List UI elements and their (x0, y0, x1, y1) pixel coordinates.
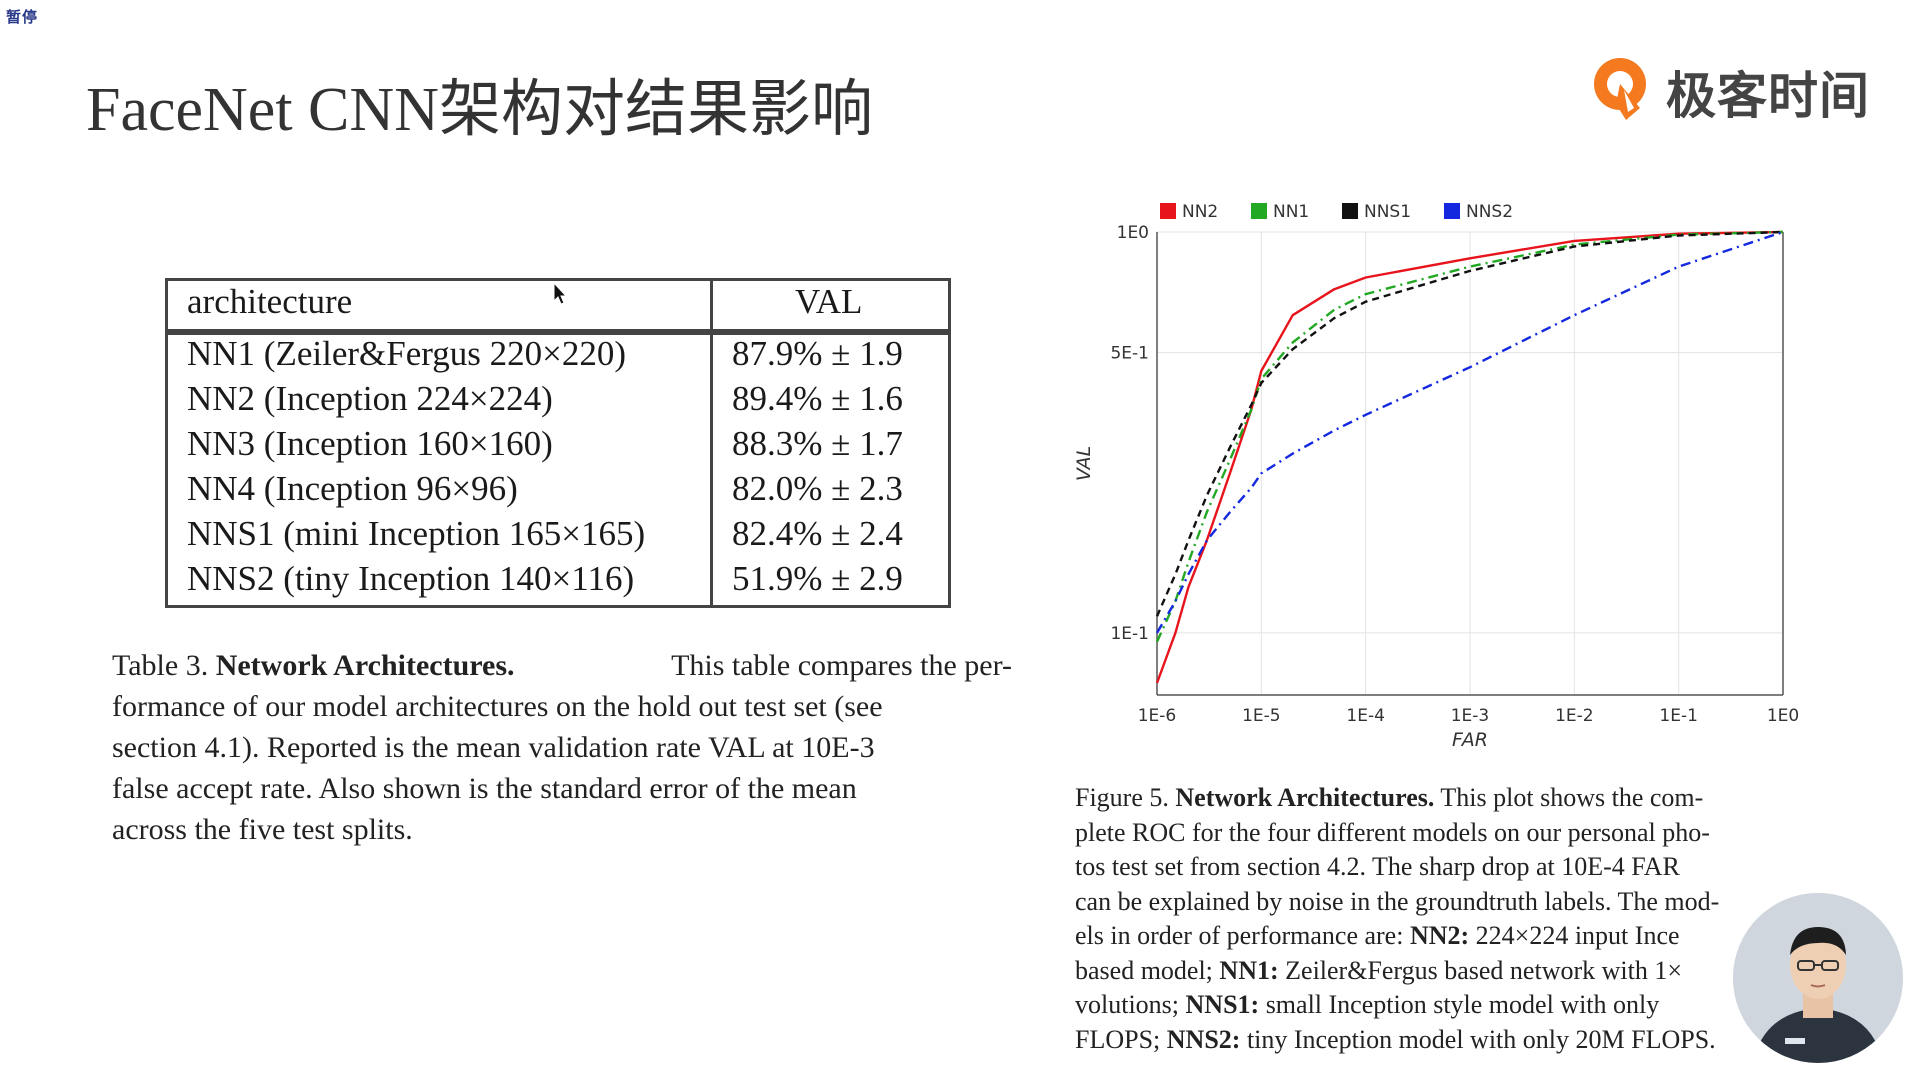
x-tick-label: 1E-4 (1346, 706, 1385, 726)
x-tick-label: 1E0 (1767, 706, 1799, 726)
status-badge: 暂停 (6, 8, 39, 26)
caption-bold: Network Architectures. (215, 649, 515, 682)
table-caption-line: formance of our model architectures on t… (112, 690, 883, 723)
caption-text: Zeiler&Fergus based network with 1× (1285, 955, 1683, 985)
figure-caption-line: based model; NN1: Zeiler&Fergus based ne… (1075, 954, 1810, 989)
legend-swatch-nn1 (1251, 203, 1267, 219)
x-tick-label: 1E-5 (1242, 706, 1281, 726)
y-axis-label: VAL (1073, 446, 1095, 481)
table-body-frame (165, 332, 951, 608)
table-caption-line: Table 3. Network Architectures. This tab… (112, 645, 1012, 686)
table-cell-architecture: NN1 (Zeiler&Fergus 220×220) (187, 334, 627, 373)
x-tick-label: 1E-2 (1555, 706, 1594, 726)
caption-text: tiny Inception model with only 20M FLOPS… (1246, 1024, 1716, 1054)
table-cell-val: 89.4% ± 1.6 (732, 379, 903, 418)
caption-bold: Network Architectures. (1175, 783, 1435, 812)
table-column-divider (710, 278, 713, 608)
logo-icon (1594, 58, 1646, 120)
y-tick-label: 5E-1 (1110, 344, 1149, 364)
caption-bold: NN2: (1409, 921, 1470, 950)
x-axis-label: FAR (1452, 729, 1488, 751)
caption-text: FLOPS; (1075, 1024, 1161, 1054)
caption-text: volutions; (1075, 990, 1180, 1019)
table-cell-architecture: NN3 (Inception 160×160) (187, 424, 553, 463)
legend-label-nn2: NN2 (1182, 202, 1218, 222)
caption-prefix: Figure 5. (1075, 783, 1169, 812)
figure-caption-line: tos test set from section 4.2. The sharp… (1075, 852, 1680, 881)
series-line-nns1 (1155, 230, 1784, 617)
table-caption-line: section 4.1). Reported is the mean valid… (112, 731, 875, 764)
figure-caption-line: FLOPS; NNS2: tiny Inception model with o… (1075, 1023, 1810, 1058)
x-tick-label: 1E-1 (1659, 706, 1698, 726)
table-header-val: VAL (795, 282, 863, 321)
table-cell-architecture: NN2 (Inception 224×224) (187, 379, 553, 418)
figure-caption-line: volutions; NNS1: small Inception style m… (1075, 988, 1810, 1023)
caption-prefix: Table 3. (112, 649, 209, 682)
table-cell-val: 82.4% ± 2.4 (732, 514, 903, 553)
table-cell-val: 87.9% ± 1.9 (732, 334, 903, 373)
legend-label-nns1: NNS1 (1364, 202, 1411, 222)
caption-text: 224×224 input Ince (1475, 921, 1680, 950)
roc-chart: 1E-6 1E-5 1E-4 1E-3 1E-2 1E-1 1E0 1E0 5E-1 1E-1 FA… (1073, 202, 1799, 751)
geekbang-logo: 极客时间 (1588, 50, 1888, 125)
slide-title: FaceNet CNN架构对结果影响 (86, 76, 873, 144)
caption-bold: NN1: (1219, 955, 1279, 985)
presenter-webcam (1733, 893, 1903, 1063)
table-caption-line: across the five test splits. (112, 813, 413, 846)
caption-text: This table compares the per- (671, 649, 1012, 682)
legend-swatch-nns2 (1444, 203, 1460, 219)
mouse-cursor-icon (553, 282, 568, 305)
y-tick-label: 1E0 (1117, 223, 1149, 243)
caption-bold: NNS2: (1166, 1024, 1241, 1054)
caption-bold: NNS1: (1185, 990, 1260, 1019)
caption-text: els in order of performance are: (1075, 921, 1404, 950)
figure-caption: Figure 5. Network Architectures. This pl… (1075, 781, 1810, 1057)
caption-text: small Inception style model with only (1265, 990, 1660, 1019)
legend-label-nns2: NNS2 (1466, 202, 1513, 222)
table-header-frame (165, 278, 951, 332)
figure-caption-line: plete ROC for the four different models … (1075, 817, 1710, 847)
table-cell-architecture: NNS2 (tiny Inception 140×116) (187, 559, 635, 598)
y-tick-label: 1E-1 (1110, 624, 1149, 644)
series-line-nns2 (1155, 230, 1784, 634)
table-caption: Table 3. Network Architectures. This tab… (112, 645, 1012, 850)
table-cell-architecture: NNS1 (mini Inception 165×165) (187, 514, 646, 553)
legend-label-nn1: NN1 (1273, 202, 1309, 222)
table-cell-val: 82.0% ± 2.3 (732, 469, 903, 508)
logo-text: 极客时间 (1666, 67, 1870, 125)
figure-caption-line: els in order of performance are: NN2: 22… (1075, 919, 1810, 954)
table-cell-architecture: NN4 (Inception 96×96) (187, 469, 518, 508)
legend-swatch-nns1 (1342, 203, 1358, 219)
table-caption-line: false accept rate. Also shown is the sta… (112, 772, 857, 805)
x-tick-label: 1E-6 (1138, 706, 1177, 726)
table-cell-val: 51.9% ± 2.9 (732, 559, 903, 598)
series-line-nn1 (1155, 230, 1784, 643)
legend-swatch-nn2 (1160, 203, 1176, 219)
caption-text: This plot shows the com- (1440, 783, 1704, 812)
table-cell-val: 88.3% ± 1.7 (732, 424, 903, 463)
figure-caption-line: can be explained by noise in the groundt… (1075, 886, 1720, 916)
presenter-avatar-icon (1733, 893, 1903, 1063)
series-line-nn2 (1155, 230, 1784, 684)
caption-text: based model; (1075, 955, 1213, 985)
figure-caption-line: Figure 5. Network Architectures. This pl… (1075, 781, 1810, 816)
table-header-architecture: architecture (187, 282, 353, 321)
x-tick-label: 1E-3 (1451, 706, 1490, 726)
